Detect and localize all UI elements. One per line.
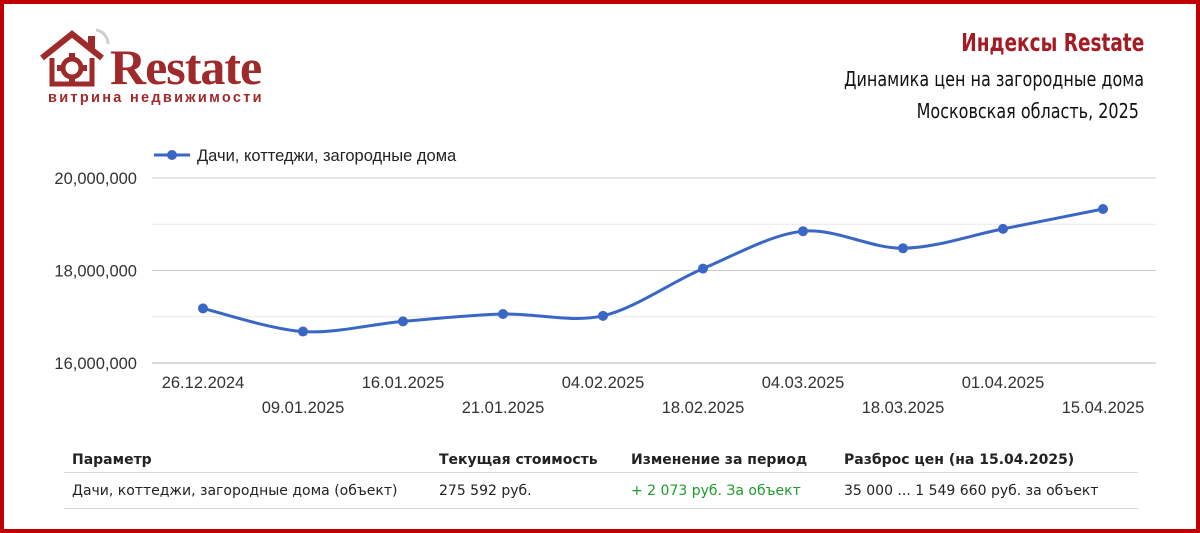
x-tick-label: 26.12.2024	[162, 374, 245, 392]
x-tick-label: 04.02.2025	[562, 374, 645, 392]
y-tick-label: 16,000,000	[54, 355, 137, 373]
restate-logo[interactable]: Restate витрина недвижимости	[38, 22, 308, 112]
y-tick-label: 18,000,000	[54, 263, 137, 281]
data-point	[198, 303, 208, 314]
data-point	[598, 310, 608, 321]
cell-change: + 2 073 руб. За объект	[631, 483, 801, 499]
cell-price-range: 35 000 ... 1 549 660 руб. за объект	[844, 483, 1099, 499]
data-point	[1098, 203, 1108, 214]
legend-label: Дачи, коттеджи, загородные дома	[197, 147, 457, 165]
x-tick-label: 18.02.2025	[662, 399, 745, 417]
data-point	[898, 243, 908, 254]
house-gear-icon	[40, 28, 110, 87]
col-header-price-range: Разброс цен (на 15.04.2025)	[844, 452, 1075, 468]
x-tick-label: 09.01.2025	[262, 399, 345, 417]
x-tick-label: 01.04.2025	[962, 374, 1045, 392]
chart-subtitle: Динамика цен на загородные дома	[843, 67, 1144, 91]
legend-marker	[167, 150, 177, 160]
data-point	[798, 226, 808, 237]
x-tick-label: 18.03.2025	[862, 399, 945, 417]
x-tick-label: 16.01.2025	[362, 374, 445, 392]
col-header-current-value: Текущая стоимость	[439, 452, 598, 468]
data-point	[298, 326, 308, 337]
cell-parameter: Дачи, коттеджи, загородные дома (объект)	[72, 483, 398, 499]
x-tick-label: 04.03.2025	[762, 374, 845, 392]
col-header-parameter: Параметр	[72, 452, 152, 468]
page-title: Индексы Restate	[961, 28, 1144, 57]
cell-current-value: 275 592 руб.	[439, 483, 532, 499]
col-header-change: Изменение за период	[631, 452, 808, 468]
price-line-chart: 16,000,000 18,000,000 20,000,000 26.12.2024…	[54, 147, 1156, 417]
data-point	[398, 316, 408, 327]
x-tick-label: 21.01.2025	[462, 399, 545, 417]
data-point	[998, 223, 1008, 234]
table-header-row: Параметр Текущая стоимость Изменение за …	[64, 444, 1138, 473]
series-line	[202, 207, 1104, 334]
data-point	[698, 263, 708, 274]
x-tick-label: 15.04.2025	[1062, 399, 1145, 417]
chart-region-year: Московская область, 2025	[916, 99, 1139, 123]
logo-tagline: витрина недвижимости	[48, 90, 264, 106]
data-point	[498, 308, 508, 319]
y-tick-label: 20,000,000	[54, 170, 137, 188]
table-row: Дачи, коттеджи, загородные дома (объект)…	[64, 474, 1138, 509]
logo-wordmark: Restate	[110, 39, 262, 95]
